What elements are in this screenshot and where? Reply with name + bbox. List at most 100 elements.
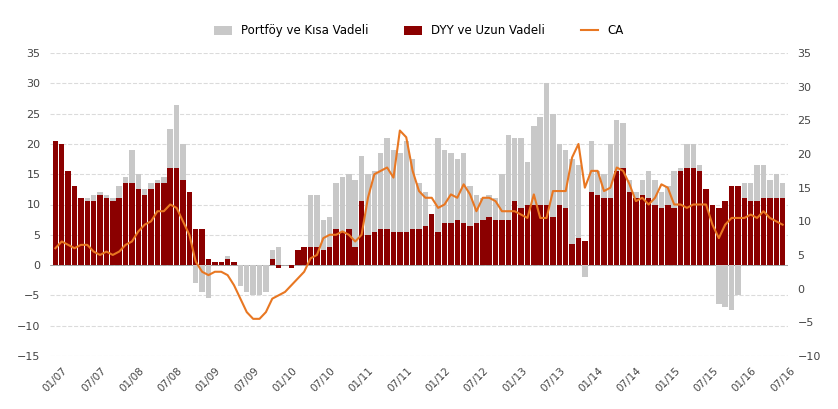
Bar	[353, 247, 358, 265]
Bar	[116, 198, 122, 265]
Bar	[659, 207, 665, 265]
Bar	[608, 198, 613, 265]
Bar	[576, 165, 582, 265]
Bar	[556, 204, 562, 265]
Bar	[678, 168, 683, 265]
Bar	[276, 265, 282, 268]
Bar	[180, 144, 186, 265]
Bar	[429, 213, 434, 265]
Bar	[544, 204, 549, 265]
Bar	[53, 141, 58, 265]
Bar	[334, 229, 339, 265]
Bar	[346, 174, 351, 265]
Bar	[505, 135, 511, 265]
Bar	[416, 183, 422, 265]
Bar	[225, 259, 230, 265]
Bar	[219, 262, 224, 265]
Bar	[684, 168, 690, 265]
Bar	[754, 202, 760, 265]
Bar	[639, 180, 645, 265]
Bar	[442, 222, 447, 265]
Bar	[308, 196, 313, 265]
Bar	[748, 183, 753, 265]
Bar	[563, 207, 568, 265]
Bar	[684, 144, 690, 265]
Bar	[85, 202, 90, 265]
Bar	[652, 180, 658, 265]
Bar	[473, 196, 479, 265]
Bar	[678, 171, 683, 265]
Bar	[104, 196, 109, 265]
Bar	[499, 174, 504, 265]
Bar	[397, 232, 402, 265]
Bar	[665, 187, 670, 265]
Bar	[391, 150, 396, 265]
Bar	[454, 220, 460, 265]
Bar	[244, 265, 250, 292]
Bar	[104, 198, 109, 265]
Bar	[155, 183, 160, 265]
Bar	[410, 159, 416, 265]
Bar	[212, 262, 218, 265]
Bar	[85, 198, 90, 265]
Bar	[537, 117, 543, 265]
Bar	[339, 232, 345, 265]
Bar	[263, 265, 269, 292]
Bar	[53, 159, 58, 265]
Bar	[321, 250, 326, 265]
Bar	[365, 174, 370, 265]
Bar	[468, 187, 473, 265]
Bar	[314, 247, 319, 265]
Bar	[72, 187, 77, 265]
Bar	[327, 217, 333, 265]
Bar	[385, 229, 390, 265]
Bar	[136, 189, 141, 265]
Bar	[385, 138, 390, 265]
CA	[50, 246, 60, 251]
Bar	[448, 153, 453, 265]
Bar	[270, 259, 275, 265]
Bar	[371, 232, 377, 265]
Bar	[353, 180, 358, 265]
CA	[146, 219, 156, 224]
Bar	[371, 171, 377, 265]
Bar	[91, 202, 96, 265]
Bar	[537, 204, 543, 265]
Bar	[595, 196, 600, 265]
Bar	[748, 202, 753, 265]
Bar	[639, 196, 645, 265]
Bar	[473, 222, 479, 265]
Bar	[314, 196, 319, 265]
Bar	[212, 262, 218, 265]
Bar	[722, 265, 728, 308]
Bar	[761, 198, 766, 265]
Bar	[276, 247, 282, 265]
Bar	[780, 183, 785, 265]
Bar	[97, 192, 103, 265]
Bar	[716, 207, 722, 265]
Bar	[602, 198, 607, 265]
Bar	[231, 262, 236, 265]
Bar	[416, 229, 422, 265]
Bar	[206, 265, 211, 298]
Bar	[116, 187, 122, 265]
Bar	[487, 217, 492, 265]
Bar	[773, 198, 779, 265]
Bar	[142, 189, 147, 265]
Bar	[289, 265, 294, 268]
Bar	[391, 232, 396, 265]
Bar	[671, 171, 677, 265]
Bar	[461, 153, 467, 265]
Bar	[697, 165, 702, 265]
Bar	[461, 222, 467, 265]
Bar	[634, 192, 639, 265]
Bar	[91, 196, 96, 265]
Bar	[582, 265, 587, 277]
Bar	[65, 180, 71, 265]
CA	[395, 128, 405, 133]
Bar	[251, 265, 256, 295]
Bar	[576, 238, 582, 265]
Bar	[295, 250, 301, 265]
Bar	[773, 174, 779, 265]
Bar	[334, 183, 339, 265]
